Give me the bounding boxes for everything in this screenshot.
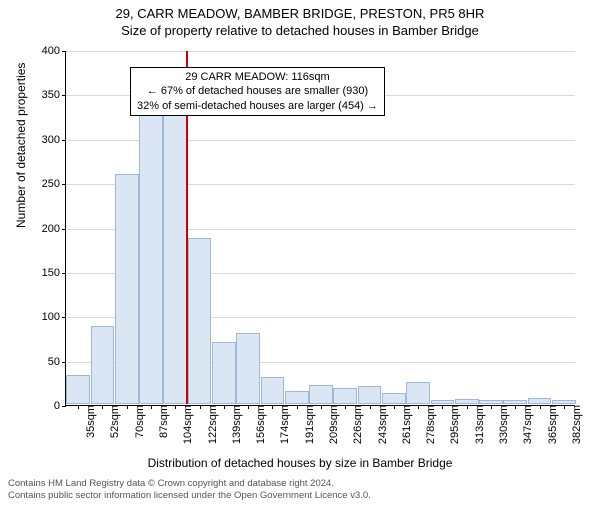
x-tick-label: 191sqm bbox=[302, 405, 316, 444]
x-tick-label: 226sqm bbox=[350, 405, 364, 444]
x-tick-mark bbox=[442, 405, 443, 409]
histogram-bar bbox=[455, 399, 479, 404]
chart-area: 05010015020025030035040035sqm52sqm70sqm8… bbox=[65, 51, 575, 406]
y-tick-mark bbox=[62, 317, 66, 318]
histogram-bar bbox=[212, 342, 236, 404]
histogram-bar bbox=[333, 388, 357, 404]
x-tick-mark bbox=[515, 405, 516, 409]
footer-line1: Contains HM Land Registry data © Crown c… bbox=[8, 478, 371, 490]
x-tick-mark bbox=[564, 405, 565, 409]
histogram-bar bbox=[503, 400, 527, 404]
gridline bbox=[66, 51, 575, 52]
x-tick-label: 70sqm bbox=[132, 405, 146, 438]
x-tick-label: 156sqm bbox=[253, 405, 267, 444]
x-tick-label: 174sqm bbox=[277, 405, 291, 444]
histogram-bar bbox=[188, 238, 212, 404]
x-tick-mark bbox=[224, 405, 225, 409]
y-tick-mark bbox=[62, 362, 66, 363]
x-tick-label: 209sqm bbox=[326, 405, 340, 444]
x-axis-label: Distribution of detached houses by size … bbox=[0, 456, 600, 470]
histogram-bar bbox=[479, 400, 503, 404]
histogram-bar bbox=[91, 326, 115, 404]
x-tick-mark bbox=[151, 405, 152, 409]
x-tick-label: 139sqm bbox=[229, 405, 243, 444]
histogram-bar bbox=[552, 400, 576, 404]
x-tick-label: 382sqm bbox=[569, 405, 583, 444]
histogram-bar bbox=[528, 398, 552, 404]
histogram-bar bbox=[406, 382, 430, 404]
histogram-bar bbox=[66, 375, 90, 404]
y-tick-mark bbox=[62, 273, 66, 274]
x-tick-mark bbox=[297, 405, 298, 409]
annotation-line3: 32% of semi-detached houses are larger (… bbox=[137, 99, 378, 113]
x-tick-mark bbox=[248, 405, 249, 409]
y-tick-mark bbox=[62, 229, 66, 230]
x-tick-label: 295sqm bbox=[447, 405, 461, 444]
x-tick-mark bbox=[345, 405, 346, 409]
x-tick-label: 122sqm bbox=[205, 405, 219, 444]
footer-credits: Contains HM Land Registry data © Crown c… bbox=[8, 478, 371, 502]
histogram-bar bbox=[261, 377, 285, 404]
x-tick-label: 104sqm bbox=[180, 405, 194, 444]
x-tick-mark bbox=[418, 405, 419, 409]
histogram-bar bbox=[115, 174, 139, 404]
y-tick-mark bbox=[62, 51, 66, 52]
y-tick-mark bbox=[62, 140, 66, 141]
x-tick-label: 278sqm bbox=[423, 405, 437, 444]
x-tick-label: 330sqm bbox=[496, 405, 510, 444]
histogram-bar bbox=[382, 393, 406, 404]
x-tick-mark bbox=[467, 405, 468, 409]
histogram-bar bbox=[139, 108, 163, 404]
histogram-bar bbox=[285, 391, 309, 404]
footer-line2: Contains public sector information licen… bbox=[8, 490, 371, 502]
x-tick-mark bbox=[272, 405, 273, 409]
x-tick-label: 35sqm bbox=[83, 405, 97, 438]
x-tick-mark bbox=[127, 405, 128, 409]
title-subtitle: Size of property relative to detached ho… bbox=[0, 23, 600, 38]
annotation-box: 29 CARR MEADOW: 116sqm ← 67% of detached… bbox=[130, 67, 385, 116]
x-tick-mark bbox=[200, 405, 201, 409]
annotation-line1: 29 CARR MEADOW: 116sqm bbox=[137, 70, 378, 84]
histogram-bar bbox=[163, 112, 187, 404]
x-tick-label: 87sqm bbox=[156, 405, 170, 438]
x-tick-mark bbox=[370, 405, 371, 409]
histogram-bar bbox=[358, 386, 382, 404]
histogram-bar bbox=[309, 385, 333, 404]
x-tick-mark bbox=[175, 405, 176, 409]
annotation-line2: ← 67% of detached houses are smaller (93… bbox=[137, 84, 378, 98]
x-tick-mark bbox=[394, 405, 395, 409]
x-tick-label: 313sqm bbox=[472, 405, 486, 444]
y-tick-mark bbox=[62, 95, 66, 96]
x-tick-mark bbox=[102, 405, 103, 409]
x-tick-label: 261sqm bbox=[399, 405, 413, 444]
x-tick-label: 243sqm bbox=[375, 405, 389, 444]
x-tick-mark bbox=[491, 405, 492, 409]
histogram-bar bbox=[431, 400, 455, 404]
x-tick-label: 52sqm bbox=[107, 405, 121, 438]
histogram-bar bbox=[236, 333, 260, 404]
x-tick-mark bbox=[78, 405, 79, 409]
x-tick-mark bbox=[321, 405, 322, 409]
x-tick-mark bbox=[540, 405, 541, 409]
y-tick-mark bbox=[62, 184, 66, 185]
y-tick-mark bbox=[62, 406, 66, 407]
title-address: 29, CARR MEADOW, BAMBER BRIDGE, PRESTON,… bbox=[0, 6, 600, 21]
y-axis-label: Number of detached properties bbox=[14, 63, 28, 228]
x-tick-label: 365sqm bbox=[545, 405, 559, 444]
x-tick-label: 347sqm bbox=[520, 405, 534, 444]
